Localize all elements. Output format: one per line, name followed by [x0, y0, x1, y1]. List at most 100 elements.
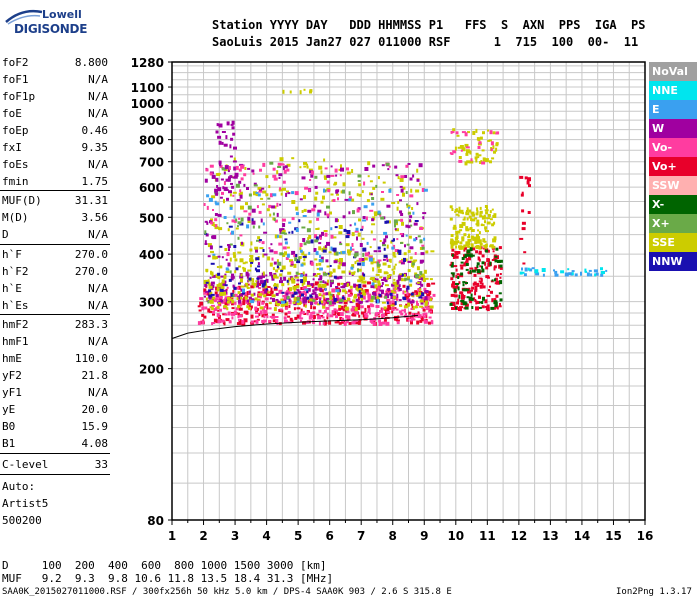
echo-point — [231, 302, 234, 306]
echo-point — [262, 190, 267, 194]
echo-point — [242, 301, 246, 306]
echo-point — [412, 305, 415, 310]
echo-point — [383, 318, 387, 322]
echo-point — [316, 212, 320, 217]
footer-software-version: Ion2Png 1.3.17 — [616, 587, 692, 597]
echo-point — [237, 236, 240, 240]
echo-point — [333, 236, 337, 239]
echo-point — [468, 287, 471, 291]
echo-point — [278, 173, 283, 177]
echo-point — [232, 252, 236, 256]
echo-point — [240, 273, 243, 277]
echo-point — [527, 267, 530, 271]
echo-point — [208, 295, 212, 300]
legend-item-vo-minus: Vo- — [649, 138, 697, 157]
echo-point — [399, 233, 403, 235]
echo-point — [203, 291, 208, 295]
echo-point — [238, 306, 241, 311]
echo-point — [201, 306, 205, 311]
echo-point — [217, 302, 221, 305]
echo-point — [322, 292, 327, 296]
echo-point — [450, 277, 454, 281]
echo-point — [203, 203, 206, 206]
echo-point — [328, 321, 332, 325]
echo-point — [340, 286, 344, 289]
echo-point — [210, 250, 214, 253]
echo-point — [465, 152, 469, 156]
echo-point — [299, 243, 303, 247]
echo-point — [268, 247, 271, 250]
echo-point — [535, 272, 540, 276]
x-tick-label: 14 — [574, 529, 591, 543]
echo-point — [215, 130, 219, 134]
echo-point — [465, 258, 469, 263]
echo-point — [239, 258, 244, 263]
echo-point — [334, 321, 339, 324]
echo-point — [408, 235, 412, 239]
echo-point — [416, 202, 419, 206]
echo-point — [207, 282, 211, 286]
echo-point — [347, 252, 351, 256]
echo-point — [288, 221, 292, 224]
echo-point — [331, 310, 335, 315]
separator — [0, 453, 110, 454]
param-key: h`Es — [2, 299, 29, 312]
echo-point — [411, 305, 414, 309]
echo-point — [258, 239, 261, 243]
echo-point — [291, 291, 294, 295]
echo-point — [478, 306, 482, 309]
echo-point — [300, 308, 303, 312]
param-key: fmin — [2, 175, 29, 188]
echo-point — [360, 299, 363, 304]
echo-point — [286, 253, 290, 258]
echo-point — [251, 298, 255, 302]
echo-point — [318, 278, 322, 281]
echo-point — [249, 248, 253, 252]
echo-point — [396, 297, 399, 301]
echo-point — [337, 265, 341, 270]
echo-point — [309, 90, 312, 94]
echo-point — [471, 306, 474, 309]
echo-point — [342, 285, 346, 289]
echo-point — [296, 283, 300, 286]
echo-point — [353, 319, 357, 323]
echo-point — [275, 319, 279, 323]
echo-point — [281, 265, 286, 270]
echo-point — [479, 281, 482, 285]
echo-point — [341, 262, 346, 267]
echo-point — [204, 220, 208, 223]
echo-point — [292, 285, 297, 290]
echo-point — [375, 289, 379, 292]
echo-point — [307, 240, 311, 244]
echo-point — [239, 234, 243, 237]
echo-point — [256, 269, 260, 273]
echo-point — [524, 267, 528, 272]
echo-point — [259, 294, 262, 299]
echo-point — [463, 216, 466, 220]
echo-point — [214, 226, 219, 230]
echo-point — [219, 308, 222, 312]
echo-point — [322, 305, 326, 309]
echo-point — [239, 307, 243, 311]
echo-point — [422, 216, 425, 220]
echo-point — [384, 312, 388, 316]
echo-point — [424, 290, 429, 293]
echo-point — [212, 311, 215, 314]
echo-point — [250, 320, 254, 324]
echo-point — [383, 271, 388, 275]
echo-point — [344, 198, 349, 201]
echo-point — [451, 208, 454, 211]
echo-point — [403, 297, 407, 301]
echo-point — [301, 262, 306, 266]
echo-point — [272, 319, 276, 323]
echo-point — [278, 289, 283, 294]
echo-point — [402, 284, 406, 288]
echo-point — [397, 279, 400, 282]
param-value: 33 — [94, 458, 108, 471]
echo-point — [477, 295, 481, 298]
echo-point — [385, 292, 388, 295]
echo-point — [207, 279, 210, 283]
echo-point — [260, 280, 265, 283]
echo-point — [216, 305, 220, 309]
echo-point — [387, 168, 390, 171]
